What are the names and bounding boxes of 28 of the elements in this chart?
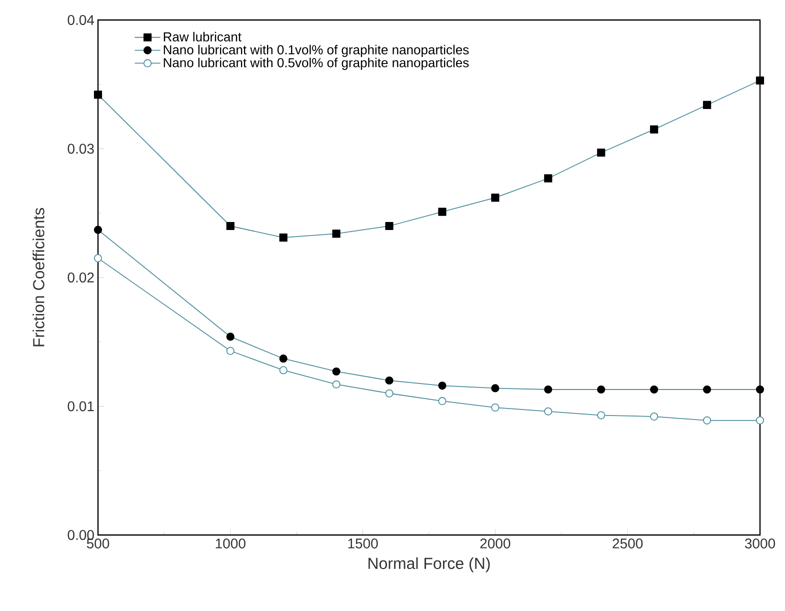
- legend-label: Nano lubricant with 0.1vol% of graphite nanoparticles: [164, 44, 469, 57]
- y-tick-label: 0.04: [68, 15, 94, 25]
- y-tick-label: 0.02: [68, 272, 94, 282]
- point: [279, 366, 288, 374]
- x-tick-label: 3000: [744, 538, 776, 548]
- legend-label: Nano lubricant with 0.5vol% of graphite nanoparticles: [164, 58, 469, 70]
- point: [385, 389, 394, 398]
- point: [226, 346, 234, 355]
- point: [491, 403, 500, 412]
- x-axis-title: Normal Force (N): [368, 557, 490, 572]
- x-tick-label: 1500: [348, 538, 378, 548]
- x-tick-label: 1000: [216, 538, 246, 548]
- point: [650, 412, 658, 421]
- y-tick-label: 0.00: [68, 530, 94, 540]
- point: [438, 397, 446, 406]
- y-tick-label: 0.01: [68, 401, 94, 412]
- x-tick-label: 2500: [612, 538, 643, 548]
- x-tick-label: 2000: [480, 538, 510, 548]
- point: [332, 380, 340, 388]
- point: [94, 254, 102, 262]
- legend-label: Raw lubricant: [164, 32, 242, 42]
- point: [702, 416, 712, 424]
- y-tick-label: 0.03: [68, 144, 94, 154]
- y-axis-title: Friction Coefficients: [32, 208, 44, 346]
- point: [756, 416, 764, 424]
- point: [544, 407, 552, 416]
- point: [597, 411, 606, 420]
- x-tick-label: 500: [86, 538, 110, 548]
